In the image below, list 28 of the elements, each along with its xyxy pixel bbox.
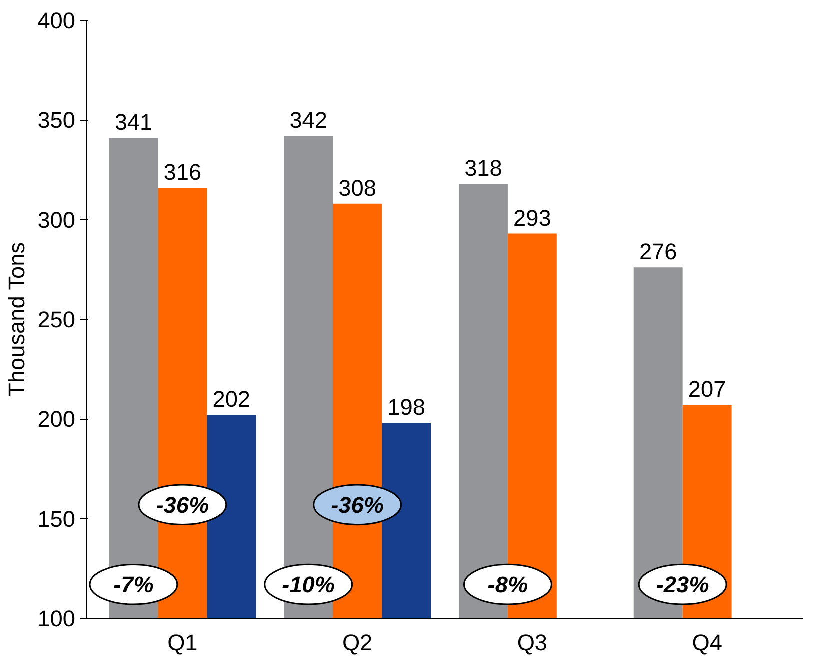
y-tick-label: 100 xyxy=(38,606,76,632)
y-tick-label: 300 xyxy=(38,206,76,233)
data-label: 318 xyxy=(464,154,502,181)
annotation: -23% xyxy=(656,572,710,598)
y-tick-label: 150 xyxy=(38,506,76,532)
y-tick-label: 200 xyxy=(38,406,76,432)
x-tick-label: Q4 xyxy=(692,630,722,656)
annotation: -8% xyxy=(488,572,528,598)
annotation: -7% xyxy=(114,572,154,598)
data-label: 316 xyxy=(164,158,202,185)
annotation: -36% xyxy=(331,492,384,518)
data-label: 198 xyxy=(388,394,426,420)
y-tick-label: 400 xyxy=(38,8,76,34)
x-tick-label: Q2 xyxy=(342,630,373,656)
data-label: 293 xyxy=(514,204,552,231)
x-tick-label: Q3 xyxy=(517,630,548,656)
data-label: 207 xyxy=(688,376,726,402)
annotation: -36% xyxy=(156,492,210,518)
y-axis-title: Thousand Tons xyxy=(4,242,30,397)
data-label: 308 xyxy=(338,174,376,201)
data-label: 341 xyxy=(114,109,153,136)
data-label: 276 xyxy=(639,238,678,265)
y-tick-label: 350 xyxy=(38,107,76,134)
data-label: 202 xyxy=(212,386,251,412)
data-label: 342 xyxy=(290,107,328,134)
x-tick-label: Q1 xyxy=(168,630,198,656)
y-tick-label: 250 xyxy=(38,306,76,332)
annotation: -10% xyxy=(282,572,336,598)
